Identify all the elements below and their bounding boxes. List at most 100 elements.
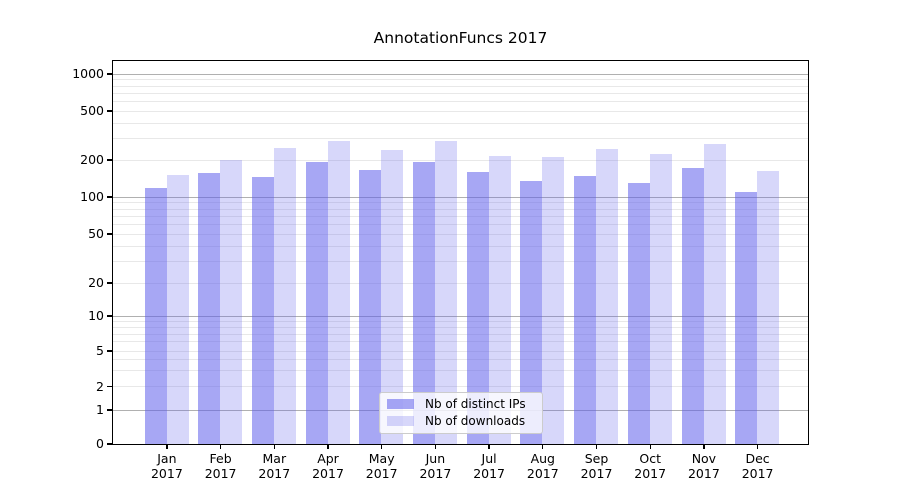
bar-distinct-ips: [144, 187, 167, 444]
gridline-minor-7: [113, 333, 808, 335]
bar-distinct-ips: [520, 180, 543, 444]
plot-area: Nb of distinct IPs Nb of downloads: [112, 59, 809, 445]
x-tick-label-oct: Oct 2017: [634, 451, 667, 481]
bar-downloads: [220, 159, 243, 444]
bar-distinct-ips: [413, 162, 435, 444]
y-tick-label: 50: [88, 226, 104, 241]
bar-downloads: [166, 174, 189, 444]
y-tick-mark: [107, 350, 112, 352]
gridline-minor-400: [113, 122, 808, 124]
bar-downloads: [596, 148, 619, 444]
y-tick-mark: [107, 443, 112, 445]
x-tick-label-nov: Nov 2017: [687, 451, 720, 481]
bar-distinct-ips: [681, 168, 704, 444]
gridline-minor-80: [113, 208, 808, 210]
legend-swatch-ips: [387, 398, 414, 410]
x-tick-label-apr: Apr 2017: [312, 451, 344, 481]
bars-layer: [113, 61, 808, 444]
legend-swatch-downloads: [387, 415, 414, 427]
y-tick-mark: [107, 233, 112, 235]
bar-downloads: [381, 149, 404, 444]
x-tick-mark: [756, 444, 759, 449]
x-tick-mark: [649, 444, 651, 449]
gridline-minor-6: [113, 341, 808, 343]
x-tick-mark: [434, 444, 437, 449]
gridline-minor-40: [113, 245, 808, 247]
x-tick-mark: [703, 444, 705, 449]
x-tick-mark: [595, 444, 598, 449]
x-tick-mark: [219, 444, 222, 449]
y-tick-mark: [107, 282, 112, 284]
bar-distinct-ips: [305, 161, 328, 444]
gridline-minor-50: [113, 233, 808, 235]
bar-distinct-ips: [466, 171, 489, 444]
y-tick-label: 0: [96, 436, 104, 451]
x-tick-label-dec: Dec 2017: [741, 451, 774, 481]
gridline-minor-70: [113, 215, 808, 217]
x-tick-mark: [327, 444, 329, 449]
x-tick-mark: [166, 444, 168, 449]
gridline-minor-500: [113, 110, 808, 112]
y-tick-mark: [107, 315, 112, 317]
bar-distinct-ips: [735, 191, 758, 444]
gridline-minor-300: [113, 137, 808, 139]
gridline-minor-20: [113, 282, 808, 284]
gridline-minor-700: [113, 92, 808, 94]
y-tick-mark: [107, 110, 112, 112]
bar-distinct-ips: [198, 173, 221, 444]
legend-item-downloads: Nb of downloads: [387, 414, 534, 428]
x-tick-mark: [488, 444, 490, 449]
gridline-minor-5: [113, 350, 808, 352]
gridline-minor-3: [113, 370, 808, 372]
y-tick-label: 5: [96, 343, 104, 358]
bar-downloads: [757, 170, 780, 444]
gridline-minor-60: [113, 223, 808, 225]
x-tick-mark: [542, 444, 544, 449]
gridlines-layer: [113, 61, 808, 444]
legend-item-distinct-ips: Nb of distinct IPs: [387, 397, 534, 411]
legend-label-downloads: Nb of downloads: [425, 414, 526, 428]
y-tick-label: 500: [80, 103, 104, 118]
x-tick-label-jun: Jun 2017: [419, 451, 452, 481]
gridline-minor-8: [113, 326, 808, 328]
bar-downloads: [542, 156, 565, 444]
gridline-minor-30: [113, 260, 808, 262]
y-tick-mark: [107, 196, 112, 198]
bar-distinct-ips: [574, 176, 597, 444]
gridline-minor-2: [113, 386, 808, 388]
x-tick-mark: [273, 444, 275, 449]
chart-title: AnnotationFuncs 2017: [373, 29, 548, 47]
y-tick-mark: [107, 385, 112, 388]
x-tick-label-jan: Jan 2017: [150, 451, 183, 481]
bar-downloads: [273, 147, 296, 444]
y-tick-label: 10: [88, 308, 104, 323]
gridline-minor-4: [113, 359, 808, 361]
bar-distinct-ips: [627, 182, 650, 444]
bar-downloads: [488, 156, 511, 444]
y-tick-label: 1: [96, 402, 104, 417]
gridline-major-100: [113, 196, 808, 198]
y-tick-mark: [107, 409, 112, 411]
bar-distinct-ips: [359, 169, 382, 444]
x-tick-mark: [381, 444, 383, 449]
y-tick-mark: [107, 73, 112, 75]
gridline-minor-900: [113, 79, 808, 81]
bar-downloads: [703, 143, 726, 444]
gridline-minor-800: [113, 85, 808, 87]
x-tick-label-jul: Jul 2017: [473, 451, 505, 481]
x-tick-label-feb: Feb 2017: [204, 451, 237, 481]
gridline-major-10: [113, 315, 808, 317]
bar-downloads: [327, 141, 350, 444]
bar-distinct-ips: [251, 176, 274, 444]
legend: Nb of distinct IPs Nb of downloads: [379, 391, 543, 434]
x-tick-label-aug: Aug 2017: [526, 451, 559, 481]
gridline-minor-9: [113, 320, 808, 322]
x-tick-label-may: May 2017: [365, 451, 398, 481]
legend-label-distinct-ips: Nb of distinct IPs: [425, 397, 526, 411]
y-tick-label: 2: [96, 378, 104, 394]
y-tick-label: 20: [88, 275, 104, 290]
x-tick-label-mar: Mar 2017: [258, 451, 291, 481]
gridline-minor-90: [113, 202, 808, 204]
x-tick-label-sep: Sep 2017: [580, 451, 613, 481]
bar-downloads: [649, 153, 672, 444]
